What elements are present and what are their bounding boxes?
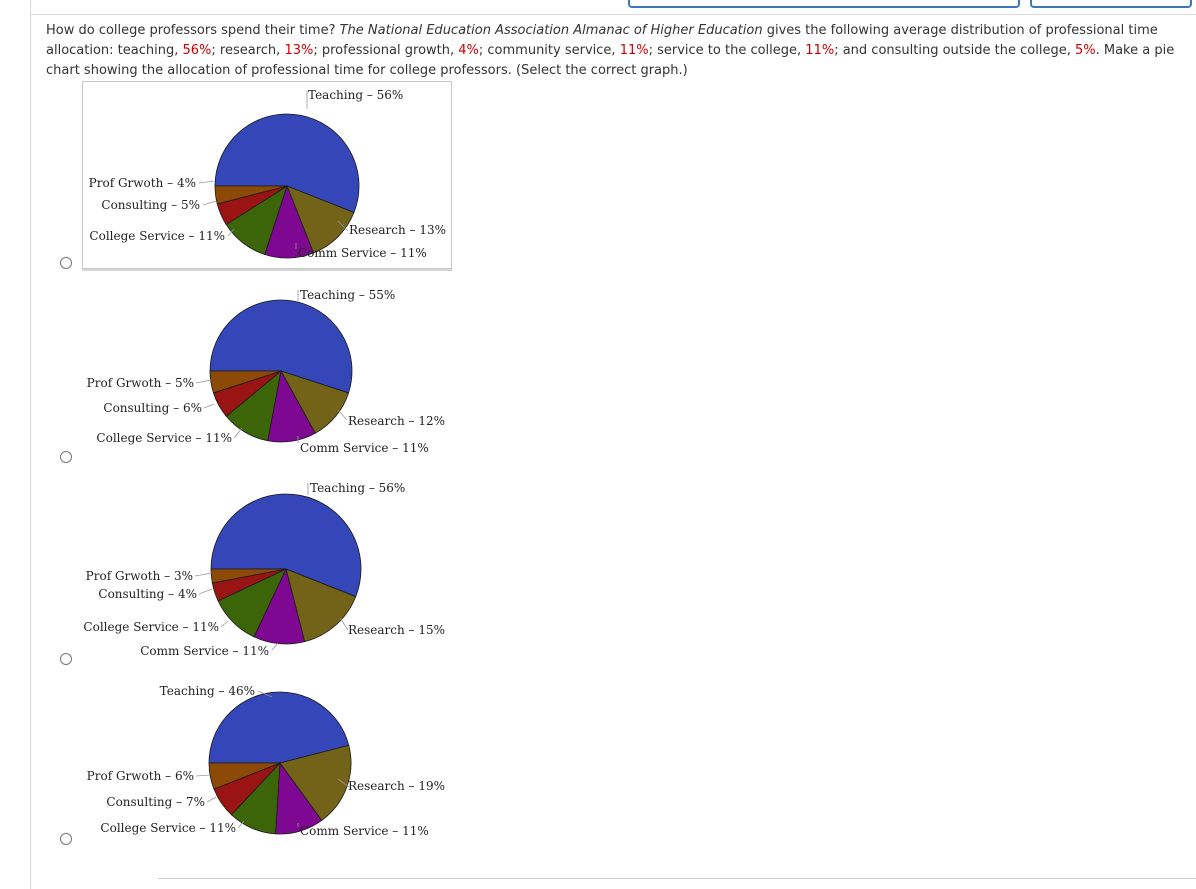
slice-label-consulting: Consulting – 4%	[98, 587, 197, 601]
leader-line-research	[339, 617, 349, 631]
slice-label-consulting: Consulting – 7%	[106, 795, 205, 809]
slice-label-research: Research – 13%	[349, 223, 446, 237]
value-college-service: 11%	[805, 43, 835, 58]
leader-line-research	[337, 409, 348, 421]
leader-line-college-service	[220, 620, 229, 628]
option-b-radio[interactable]	[60, 451, 72, 463]
option-a-radio[interactable]	[60, 257, 72, 269]
option-d-radio[interactable]	[60, 833, 72, 845]
slice-label-comm-service: Comm Service – 11%	[300, 824, 429, 838]
pie-slice-prof-growth	[208, 762, 281, 790]
slice-label-comm-service: Comm Service – 11%	[300, 441, 429, 455]
leader-line-research	[337, 220, 349, 232]
pie-slice-teaching	[214, 113, 360, 214]
slice-label-prof-growth: Prof Grwoth – 5%	[87, 376, 194, 390]
slice-label-teaching: Teaching – 55%	[300, 288, 395, 302]
leader-line-college-service	[237, 820, 245, 829]
value-consulting: 5%	[1074, 43, 1096, 58]
slice-label-research: Research – 12%	[348, 414, 445, 428]
pie-chart-option-b: Teaching – 55% Research – 12% Comm Service…	[87, 288, 445, 455]
slice-label-teaching: Teaching – 56%	[310, 481, 405, 495]
leader-line-consulting	[206, 796, 217, 803]
pie-slice-teaching	[208, 691, 350, 764]
slice-label-college-service: College Service – 11%	[100, 821, 236, 835]
pie-slice-prof-growth	[210, 568, 287, 584]
top-border	[30, 14, 1196, 15]
leader-line-college-service	[227, 228, 235, 237]
leader-line-teaching	[257, 690, 273, 698]
leader-line-research	[337, 778, 350, 788]
leader-line-consulting	[202, 200, 217, 206]
slice-label-college-service: College Service – 11%	[96, 431, 232, 445]
slice-label-teaching: Teaching – 56%	[308, 88, 403, 102]
pie-slice-prof-growth	[209, 370, 282, 394]
leader-line-consulting	[203, 403, 215, 409]
slice-label-teaching: Teaching – 46%	[160, 684, 255, 698]
leader-line-consulting	[198, 588, 213, 595]
leader-line-prof-growth	[195, 379, 212, 384]
source-title: The National Education Association Alman…	[339, 23, 763, 38]
pie-slice-prof-growth	[214, 185, 288, 205]
pie-slice-research	[286, 185, 355, 254]
pie-slice-teaching	[209, 299, 353, 394]
option-c-radio[interactable]	[60, 653, 72, 665]
pie-chart-option-d: Teaching – 46% Research – 19% Comm Service…	[87, 684, 445, 838]
slice-label-prof-growth: Prof Grwoth – 3%	[86, 569, 193, 583]
slice-label-research: Research – 15%	[348, 623, 445, 637]
top-toolbar-button-1[interactable]	[628, 0, 1020, 8]
leader-line-prof-growth	[198, 180, 215, 184]
value-prof-growth: 4%	[458, 43, 479, 58]
question-text: How do college professors spend their ti…	[46, 23, 1175, 78]
slice-label-prof-growth: Prof Grwoth – 4%	[89, 176, 196, 190]
slice-label-research: Research – 19%	[348, 779, 445, 793]
pie-chart-option-a: Teaching – 56% Research – 13% Comm Service…	[82, 81, 452, 271]
slice-label-consulting: Consulting – 6%	[103, 401, 202, 415]
value-comm-service: 11%	[619, 43, 649, 58]
leader-line-prof-growth	[194, 572, 213, 577]
top-toolbar-button-2[interactable]	[1030, 0, 1192, 8]
left-border	[30, 0, 31, 889]
slice-label-college-service: College Service – 11%	[89, 229, 225, 243]
bottom-border	[158, 878, 1196, 879]
pie-slice-research	[279, 744, 352, 821]
slice-label-comm-service: Comm Service – 11%	[298, 246, 427, 260]
pie-chart-option-c: Teaching – 56% Research – 15% Comm Service…	[83, 481, 445, 658]
leader-line-prof-growth	[195, 774, 211, 777]
pie-slice-research	[285, 568, 357, 643]
slice-label-college-service: College Service – 11%	[83, 620, 219, 634]
slice-label-prof-growth: Prof Grwoth – 6%	[87, 769, 194, 783]
slice-label-comm-service: Comm Service – 11%	[140, 644, 269, 658]
value-research: 13%	[284, 43, 314, 58]
pie-slice-teaching	[210, 493, 362, 598]
leader-line-comm-service	[271, 642, 279, 651]
slice-label-consulting: Consulting – 5%	[101, 198, 200, 212]
leader-line-college-service	[233, 427, 243, 439]
value-teaching: 56%	[182, 43, 212, 58]
